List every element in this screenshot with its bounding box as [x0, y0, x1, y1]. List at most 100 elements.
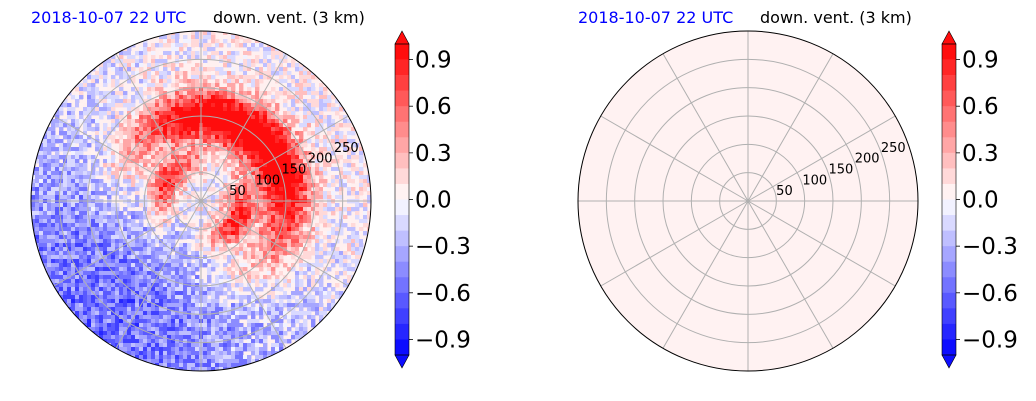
heatmap-cell — [131, 339, 136, 344]
heatmap-cell — [287, 239, 292, 244]
heatmap-cell — [163, 167, 168, 172]
heatmap-cell — [151, 135, 156, 140]
heatmap-cell — [203, 287, 208, 292]
heatmap-cell — [63, 291, 68, 296]
heatmap-cell — [63, 235, 68, 240]
heatmap-cell — [135, 59, 140, 64]
heatmap-cell — [151, 143, 156, 148]
heatmap-cell — [107, 191, 112, 196]
heatmap-cell — [275, 287, 280, 292]
heatmap-cell — [75, 303, 80, 308]
heatmap-cell — [159, 107, 164, 112]
heatmap-cell — [307, 99, 312, 104]
heatmap-cell — [215, 247, 220, 252]
heatmap-cell — [139, 279, 144, 284]
heatmap-cell — [151, 315, 156, 320]
heatmap-cell — [243, 311, 248, 316]
heatmap-cell — [319, 215, 324, 220]
heatmap-cell — [235, 123, 240, 128]
heatmap-cell — [323, 223, 328, 228]
heatmap-cell — [139, 283, 144, 288]
heatmap-cell — [235, 183, 240, 188]
heatmap-cell — [123, 347, 128, 352]
heatmap-cell — [167, 91, 172, 96]
heatmap-cell — [295, 191, 300, 196]
heatmap-cell — [167, 119, 172, 124]
heatmap-cell — [71, 231, 76, 236]
heatmap-cell — [135, 231, 140, 236]
heatmap-cell — [155, 171, 160, 176]
heatmap-cell — [319, 259, 324, 264]
heatmap-cell — [243, 63, 248, 68]
heatmap-cell — [191, 131, 196, 136]
heatmap-cell — [207, 319, 212, 324]
heatmap-cell — [287, 303, 292, 308]
heatmap-cell — [195, 295, 200, 300]
heatmap-cell — [343, 247, 348, 252]
heatmap-cell — [123, 259, 128, 264]
heatmap-cell — [227, 255, 232, 260]
heatmap-cell — [167, 359, 172, 364]
heatmap-cell — [167, 167, 172, 172]
heatmap-cell — [75, 243, 80, 248]
heatmap-cell — [299, 147, 304, 152]
heatmap-cell — [247, 71, 252, 76]
heatmap-cell — [175, 191, 180, 196]
heatmap-cell — [179, 103, 184, 108]
heatmap-cell — [143, 107, 148, 112]
heatmap-cell — [79, 95, 84, 100]
heatmap-cell — [75, 87, 80, 92]
heatmap-cell — [283, 143, 288, 148]
heatmap-cell — [347, 219, 352, 224]
heatmap-cell — [251, 307, 256, 312]
heatmap-cell — [91, 299, 96, 304]
heatmap-cell — [87, 259, 92, 264]
heatmap-cell — [159, 187, 164, 192]
heatmap-cell — [151, 323, 156, 328]
heatmap-cell — [87, 299, 92, 304]
heatmap-cell — [255, 119, 260, 124]
heatmap-cell — [219, 303, 224, 308]
heatmap-cell — [147, 83, 152, 88]
heatmap-cell — [183, 275, 188, 280]
heatmap-cell — [103, 171, 108, 176]
heatmap-cell — [291, 267, 296, 272]
heatmap-cell — [103, 79, 108, 84]
heatmap-cell — [223, 247, 228, 252]
heatmap-cell — [215, 295, 220, 300]
heatmap-cell — [71, 111, 76, 116]
heatmap-cell — [163, 75, 168, 80]
heatmap-cell — [359, 263, 364, 268]
heatmap-cell — [135, 267, 140, 272]
heatmap-cell — [231, 163, 236, 168]
heatmap-cell — [351, 163, 356, 168]
heatmap-cell — [247, 211, 252, 216]
heatmap-cell — [151, 307, 156, 312]
heatmap-cell — [283, 79, 288, 84]
heatmap-cell — [195, 263, 200, 268]
heatmap-cell — [167, 43, 172, 48]
heatmap-cell — [271, 179, 276, 184]
heatmap-cell — [131, 111, 136, 116]
heatmap-cell — [207, 87, 212, 92]
heatmap-cell — [219, 67, 224, 72]
heatmap-cell — [139, 307, 144, 312]
heatmap-cell — [51, 211, 56, 216]
heatmap-cell — [231, 127, 236, 132]
heatmap-cell — [347, 139, 352, 144]
heatmap-cell — [171, 83, 176, 88]
heatmap-cell — [163, 143, 168, 148]
heatmap-cell — [211, 111, 216, 116]
heatmap-cell — [251, 315, 256, 320]
heatmap-cell — [347, 135, 352, 140]
heatmap-cell — [179, 279, 184, 284]
heatmap-cell — [159, 51, 164, 56]
heatmap-cell — [59, 283, 64, 288]
heatmap-cell — [307, 299, 312, 304]
heatmap-cell — [171, 295, 176, 300]
heatmap-cell — [275, 263, 280, 268]
heatmap-cell — [47, 195, 52, 200]
heatmap-cell — [55, 195, 60, 200]
heatmap-cell — [295, 247, 300, 252]
heatmap-cell — [263, 347, 268, 352]
